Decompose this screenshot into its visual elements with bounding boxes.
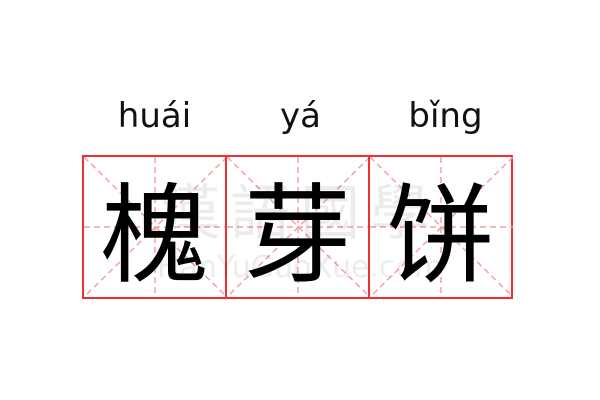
pinyin-1: huái	[117, 96, 192, 136]
grid-guides	[227, 157, 370, 297]
watermark-chars: 漢語國學	[160, 179, 440, 249]
character-1: 槐	[100, 174, 209, 299]
grid-guides	[370, 157, 513, 297]
grid-guides	[84, 157, 227, 297]
character-cell-1: 槐	[82, 155, 227, 299]
character-cell-2: 芽	[225, 155, 370, 299]
character-grid: 槐 芽 饼	[82, 155, 517, 299]
watermark-site: HanYuGuoXue.com	[156, 250, 444, 285]
character-3: 饼	[386, 174, 495, 299]
pinyin-2: yá	[280, 96, 321, 136]
character-cell-3: 饼	[368, 155, 513, 299]
character-2: 芽	[243, 174, 352, 299]
pinyin-3: bǐng	[408, 96, 483, 136]
